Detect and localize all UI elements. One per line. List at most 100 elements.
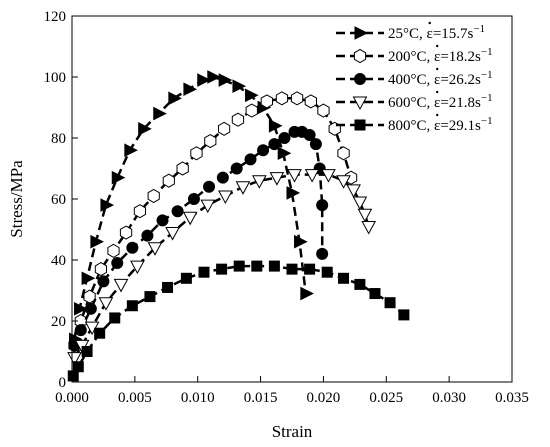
data-point (233, 260, 245, 272)
series-curves (67, 70, 410, 382)
data-point (336, 175, 351, 189)
series-line (72, 264, 405, 377)
series-4 (67, 260, 410, 382)
data-point (294, 234, 308, 249)
legend-item: 25°C, ε=15.7s−1 (336, 21, 485, 42)
data-point (304, 169, 320, 183)
data-point (352, 196, 368, 211)
legend-item: 400°C, ε=26.2s−1 (336, 67, 493, 88)
data-point (230, 162, 243, 175)
data-point (384, 297, 396, 309)
data-point (107, 243, 120, 258)
data-point (187, 193, 200, 205)
data-point (346, 184, 361, 198)
x-tick-label: 0.015 (244, 390, 278, 406)
data-point (251, 175, 267, 189)
data-point (153, 106, 167, 121)
data-point (286, 186, 301, 200)
data-point (216, 171, 229, 184)
data-point (176, 161, 189, 176)
y-tick-label: 20 (51, 314, 66, 330)
data-point (216, 263, 228, 275)
data-point (316, 247, 329, 260)
data-point (275, 91, 289, 106)
data-point (232, 79, 247, 93)
data-point (345, 170, 358, 185)
data-point (113, 278, 129, 293)
data-point (84, 302, 97, 315)
data-point (74, 301, 88, 316)
x-tick-label: 0.025 (369, 390, 403, 406)
data-point (303, 128, 316, 141)
rate-dot (436, 113, 439, 117)
y-tick-label: 0 (59, 375, 67, 391)
data-point (316, 199, 329, 212)
data-point (81, 346, 93, 357)
data-point (162, 281, 174, 293)
data-point (207, 70, 221, 84)
legend-label: 600°C, ε=21.8s−1 (388, 92, 493, 111)
data-point (97, 275, 110, 288)
x-tick-label: 0.010 (181, 390, 215, 406)
data-point (90, 234, 105, 249)
data-point (251, 260, 263, 272)
data-point (277, 146, 292, 161)
series-2 (68, 125, 329, 352)
legend-label: 400°C, ε=26.2s−1 (388, 69, 493, 88)
x-tick-label: 0.005 (118, 390, 152, 406)
data-point (204, 134, 217, 149)
data-point (100, 198, 115, 212)
x-tick-label: 0.000 (55, 390, 89, 406)
legend-marker (354, 73, 366, 85)
data-point (268, 138, 281, 151)
x-tick-label: 0.035 (495, 390, 529, 406)
y-tick-label: 100 (44, 70, 67, 86)
data-point (304, 94, 317, 109)
data-point (398, 309, 410, 321)
data-point (361, 220, 377, 235)
legend-marker (352, 96, 368, 111)
data-point (203, 180, 216, 193)
data-point (156, 214, 169, 227)
data-point (287, 169, 302, 183)
data-point (218, 121, 231, 136)
data-point (67, 370, 79, 382)
axis-ticks: 0.000 0.005 0.010 0.015 0.020 0.025 0.030 0.035… (44, 9, 529, 406)
legend-marker (353, 48, 367, 64)
data-point (94, 262, 107, 277)
data-point (182, 211, 198, 226)
rate-dot (428, 21, 431, 25)
rate-dot (436, 44, 439, 48)
data-point (72, 361, 84, 373)
data-point (357, 208, 373, 223)
data-point (126, 241, 139, 254)
data-point (304, 263, 316, 275)
y-tick-label: 80 (51, 131, 66, 147)
y-tick-label: 120 (44, 9, 67, 25)
data-point (147, 242, 163, 256)
data-point (198, 266, 210, 278)
data-point (268, 118, 283, 133)
data-point (269, 172, 285, 186)
data-point (354, 278, 366, 290)
data-point (147, 188, 160, 204)
x-tick-label: 0.030 (432, 390, 466, 406)
data-point (67, 352, 82, 366)
data-point (290, 91, 304, 106)
legend: 25°C, ε=15.7s−1 200°C, ε=18.2s−1 400°C, ε=… (336, 21, 493, 134)
data-point (130, 260, 145, 275)
data-point (124, 143, 138, 158)
data-point (321, 169, 336, 183)
data-point (183, 82, 198, 97)
legend-item: 600°C, ε=21.8s−1 (336, 90, 493, 111)
data-point (138, 122, 152, 136)
data-point (309, 138, 322, 151)
legend-label: 200°C, ε=18.2s−1 (388, 46, 493, 65)
data-point (244, 153, 257, 166)
data-point (257, 144, 270, 157)
data-point (162, 173, 175, 188)
data-point (119, 225, 133, 240)
data-point (94, 327, 106, 339)
data-point (260, 94, 273, 109)
